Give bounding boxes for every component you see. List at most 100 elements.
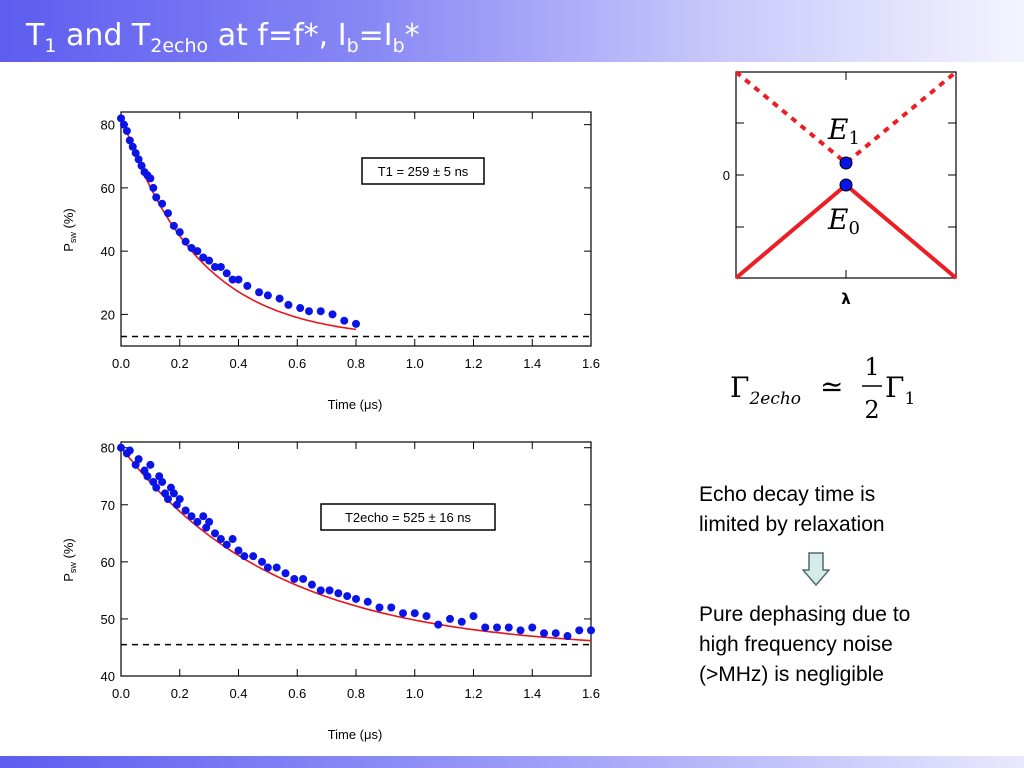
x-axis-label: Time (μs) <box>328 397 383 412</box>
note-line: high frequency noise <box>699 633 893 656</box>
note-line: (>MHz) is negligible <box>699 663 884 686</box>
x-tick-label: 0.6 <box>288 356 306 371</box>
x-tick-label: 0.4 <box>229 356 247 371</box>
t2echo-decay-chart: T2echo = 525 ± 16 ns 0.0 0.2 0.4 0.6 0.8 1.0 1… <box>61 441 600 742</box>
data-point <box>234 275 243 284</box>
pure-dephasing-note: Pure dephasing due to high frequency noi… <box>699 600 910 690</box>
data-point <box>516 626 525 635</box>
data-point <box>328 310 337 319</box>
data-point <box>504 623 513 632</box>
data-point <box>164 209 172 218</box>
data-point <box>125 446 134 455</box>
note-line: Pure dephasing due to <box>699 603 911 626</box>
data-point <box>164 495 172 504</box>
e0-point <box>839 178 853 192</box>
data-point <box>284 300 293 309</box>
data-point <box>199 253 208 262</box>
data-point <box>117 114 125 123</box>
data-point <box>587 626 595 635</box>
data-point <box>352 319 360 328</box>
x-tick-label: 1.6 <box>582 356 600 371</box>
data-point <box>307 580 316 589</box>
y-tick-label: 70 <box>101 498 115 513</box>
data-point <box>119 120 128 129</box>
data-point <box>169 489 178 498</box>
data-point <box>211 262 219 271</box>
data-point <box>146 460 155 469</box>
exponential-fit-line <box>120 446 592 642</box>
data-point <box>352 594 360 603</box>
data-points <box>117 443 595 641</box>
data-point <box>205 256 214 265</box>
x-tick-labels: 0.0 0.2 0.4 0.6 0.8 1.0 1.2 1.4 1.6 <box>112 356 600 371</box>
data-point <box>117 443 125 452</box>
y-axis-label: Psw (%) <box>61 208 78 252</box>
data-point <box>222 269 231 278</box>
x-tick-label: 1.6 <box>582 686 600 701</box>
y-tick-label: 40 <box>101 244 115 259</box>
data-point <box>540 629 548 638</box>
data-point <box>296 304 305 313</box>
data-point <box>493 623 501 632</box>
x-tick-label: 0.4 <box>229 686 247 701</box>
note-line: limited by relaxation <box>699 513 885 536</box>
data-point <box>275 294 284 303</box>
data-point <box>263 563 272 572</box>
data-point <box>457 617 466 626</box>
data-point <box>228 275 237 284</box>
fit-result-text: T1 = 259 ± 5 ns <box>378 164 469 179</box>
down-arrow-icon <box>802 552 830 586</box>
formula: Γ2echo ≃ 1 2 Γ1 <box>730 353 915 424</box>
e1-point <box>839 156 853 170</box>
data-point <box>305 307 313 316</box>
data-point <box>258 557 266 566</box>
data-point <box>481 623 490 632</box>
plot-frame <box>735 71 957 279</box>
data-point <box>152 193 161 202</box>
data-point <box>152 483 161 492</box>
data-point <box>375 603 384 612</box>
formula-approx-symbol: ≃ <box>820 370 843 403</box>
x-tick-label: 1.0 <box>406 356 424 371</box>
data-point <box>222 540 231 549</box>
energy-level-chart: E1 E0 0 λ <box>723 70 958 308</box>
data-point <box>122 126 131 135</box>
data-point <box>290 574 299 583</box>
y-tick-label: 50 <box>101 612 115 627</box>
data-point <box>249 552 258 561</box>
y-tick-labels: 20 40 60 80 <box>101 118 115 323</box>
data-point <box>128 142 137 151</box>
x-tick-label: 0.0 <box>112 356 130 371</box>
data-point <box>422 612 431 621</box>
data-point <box>255 288 264 297</box>
data-point <box>216 535 225 544</box>
data-point <box>399 609 407 618</box>
data-point <box>469 612 478 621</box>
x-tick-label: 1.2 <box>464 686 482 701</box>
data-point <box>575 626 584 635</box>
data-point <box>340 316 349 325</box>
data-point <box>363 597 372 606</box>
data-point <box>263 291 272 300</box>
axis-ticks <box>120 442 592 677</box>
formula-lhs: Γ2echo <box>730 371 801 409</box>
data-points <box>117 114 360 328</box>
exponential-fit-line <box>120 114 357 331</box>
data-point <box>187 243 196 252</box>
y-tick-label: 0 <box>723 168 730 183</box>
bottom-bar <box>0 756 1024 768</box>
data-point <box>175 228 184 237</box>
data-point <box>175 495 184 504</box>
data-point <box>125 136 134 145</box>
data-point <box>387 603 396 612</box>
x-tick-label: 0.6 <box>288 686 306 701</box>
fit-result-text: T2echo = 525 ± 16 ns <box>345 510 472 525</box>
y-tick-label: 80 <box>101 118 115 133</box>
data-point <box>528 623 537 632</box>
data-point <box>325 586 334 595</box>
note-line: Echo decay time is <box>699 483 876 506</box>
data-point <box>205 517 214 526</box>
slide-title: T1 and T2echo at f=f*, Ib=Ib* <box>26 18 420 57</box>
x-tick-label: 0.8 <box>347 686 365 701</box>
data-point <box>334 589 343 598</box>
